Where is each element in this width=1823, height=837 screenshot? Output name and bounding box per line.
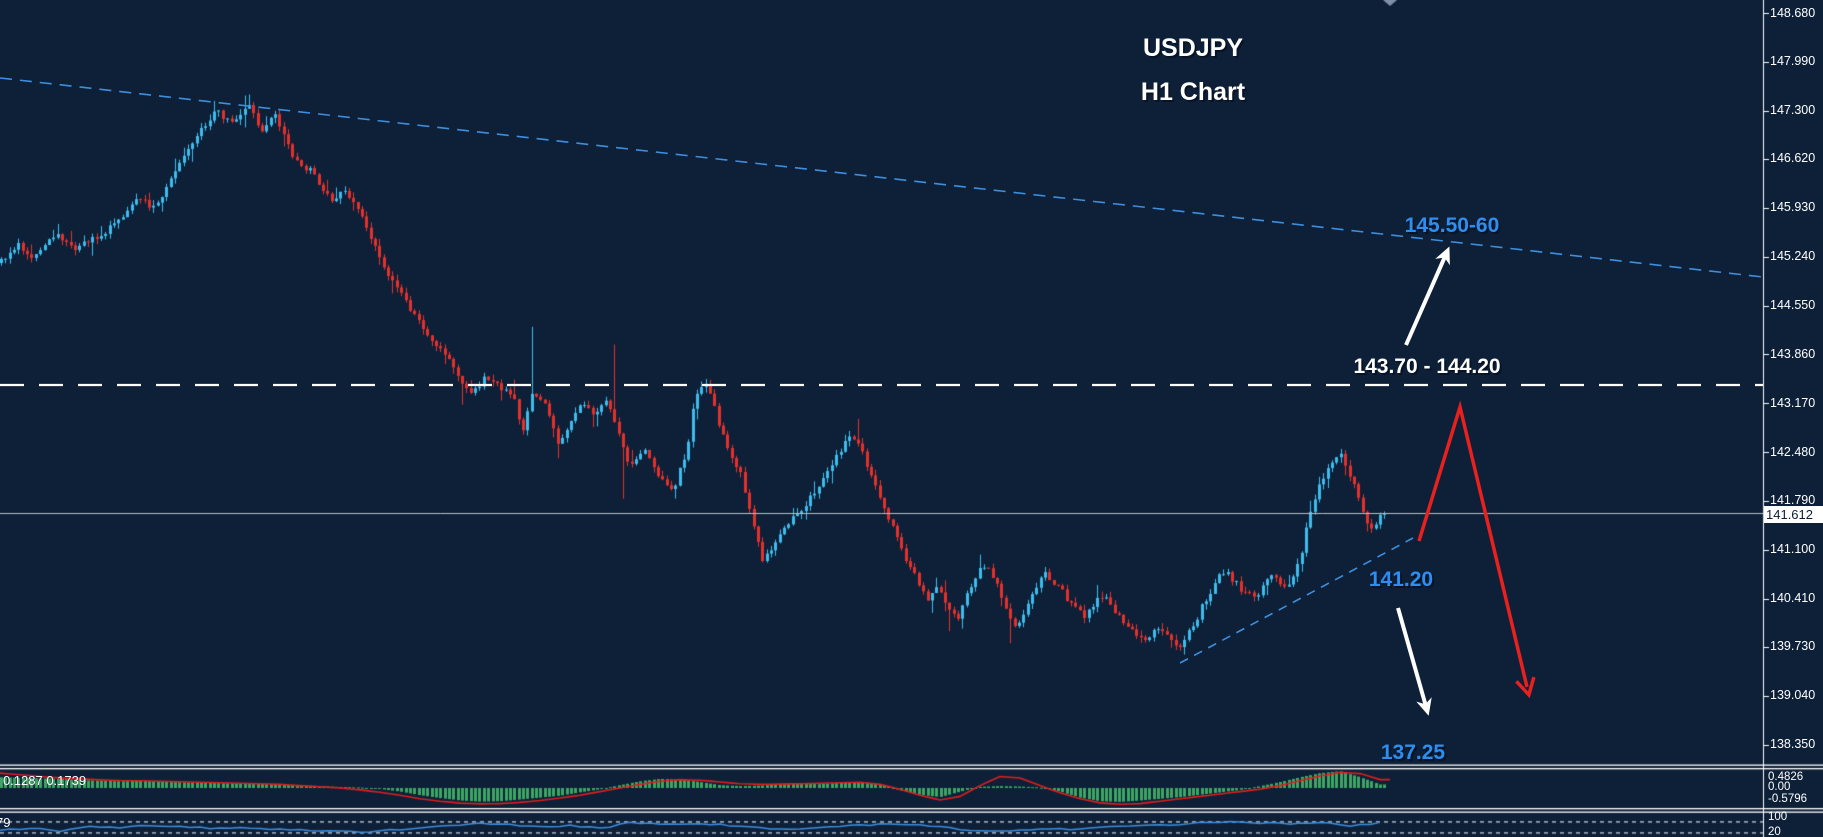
price-tick-label: 144.550 [1770, 298, 1816, 313]
upper-target-label[interactable]: 145.50-60 [1404, 214, 1500, 237]
breakout-level-label[interactable]: 141.20 [1368, 568, 1434, 591]
red-projection-arrow[interactable] [1417, 400, 1536, 699]
resistance-zone-label[interactable]: 143.70 - 144.20 [1353, 355, 1501, 378]
price-tick-label: 141.100 [1770, 542, 1816, 557]
price-tick-label: 142.480 [1770, 444, 1816, 459]
macd-scale-label: 0.00 [1768, 781, 1791, 793]
macd-values-label: ) 0.1287 0.1739 [0, 773, 87, 788]
stoch-scale-label: 20 [1768, 826, 1781, 837]
price-tick-label: 140.410 [1770, 591, 1816, 606]
price-tick-label: 148.680 [1770, 5, 1816, 20]
price-tick-label: 143.170 [1770, 395, 1816, 410]
descending-trendline[interactable] [0, 77, 1764, 278]
price-tick-label: 147.300 [1770, 103, 1816, 118]
price-tick-label: 141.790 [1770, 493, 1816, 508]
timeframe-label: H1 Chart [1140, 78, 1246, 106]
current-price-box: 141.612 [1764, 506, 1823, 523]
price-tick-label: 145.930 [1770, 200, 1816, 215]
chart-title: USDJPY H1 Chart [1073, 26, 1313, 114]
macd-scale-label: 0.4826 [1768, 771, 1804, 783]
price-tick-label: 143.860 [1770, 346, 1816, 361]
lower-target-label[interactable]: 137.25 [1380, 741, 1446, 764]
ascending-trendline[interactable] [1179, 537, 1414, 664]
price-tick-label: 145.240 [1770, 249, 1816, 264]
macd-scale-label: -0.5796 [1768, 793, 1808, 805]
stoch-values-label: 79 [0, 815, 11, 830]
price-tick-label: 139.040 [1770, 688, 1816, 703]
stoch-scale-label: 100 [1768, 811, 1788, 823]
price-tick-label: 139.730 [1770, 639, 1816, 654]
price-tick-label: 147.990 [1770, 54, 1816, 69]
white-arrow-up[interactable] [1404, 246, 1450, 346]
price-tick-label: 138.350 [1770, 737, 1816, 751]
price-tick-label: 146.620 [1770, 151, 1816, 166]
symbol-label: USDJPY [1142, 34, 1244, 62]
white-arrow-down[interactable] [1396, 607, 1432, 716]
